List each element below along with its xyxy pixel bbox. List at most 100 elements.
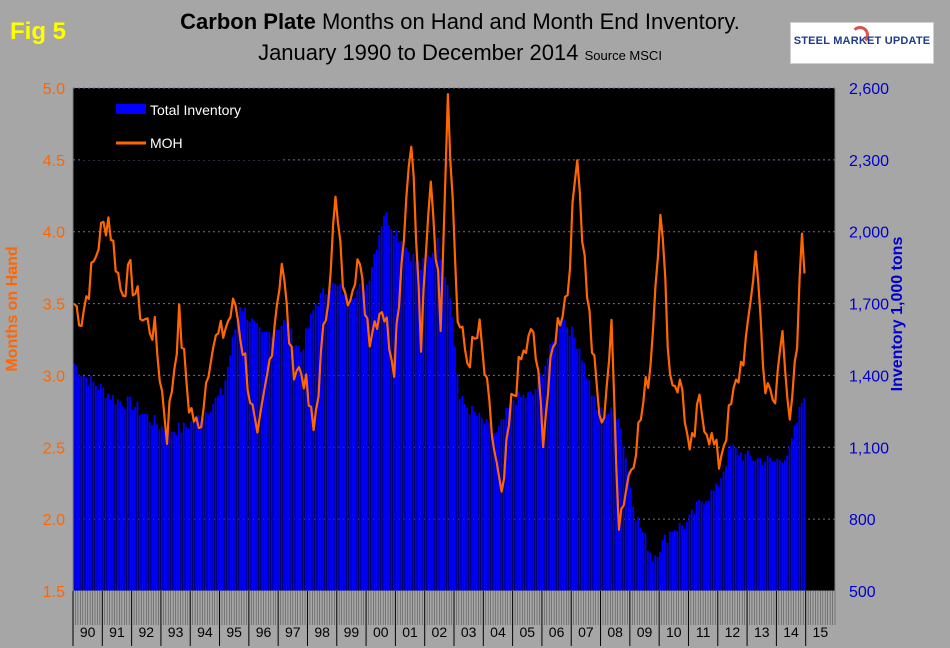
inventory-bar: [720, 478, 723, 591]
inventory-bar: [764, 461, 767, 591]
inventory-bar: [490, 431, 493, 591]
y-tick-left-label: 3.0: [43, 368, 65, 385]
inventory-bar: [80, 375, 83, 591]
inventory-bar: [126, 396, 129, 591]
inventory-bar: [624, 458, 627, 591]
inventory-bar: [475, 416, 478, 591]
inventory-bar: [182, 422, 185, 591]
inventory-bar: [287, 334, 290, 591]
inventory-bar: [73, 363, 75, 591]
inventory-bar: [751, 460, 754, 591]
inventory-bar: [346, 297, 349, 591]
inventory-bar: [629, 488, 632, 591]
inventory-bar: [690, 509, 693, 591]
inventory-bar: [253, 320, 256, 591]
inventory-bar: [686, 522, 688, 591]
inventory-bar: [507, 407, 510, 591]
x-tick-label: 00: [373, 624, 389, 640]
inventory-bar: [378, 235, 381, 591]
inventory-bar: [744, 453, 747, 591]
x-tick-label: 91: [109, 624, 125, 640]
inventory-bar: [673, 530, 676, 591]
inventory-bar: [90, 375, 92, 591]
inventory-bar: [708, 500, 710, 591]
inventory-bar: [336, 285, 339, 591]
inventory-bar: [515, 404, 517, 591]
inventory-bar: [473, 411, 476, 591]
inventory-bar: [668, 531, 671, 591]
inventory-bar: [571, 326, 574, 591]
inventory-bar: [319, 292, 322, 591]
legend-label-moh: MOH: [150, 135, 183, 151]
inventory-bar: [705, 500, 708, 591]
inventory-bars: [73, 212, 806, 592]
inventory-bar: [290, 328, 293, 591]
legend: Total Inventory MOH: [83, 90, 281, 160]
inventory-bar: [392, 235, 395, 592]
inventory-bar: [261, 331, 263, 591]
inventory-bar: [187, 428, 190, 591]
x-tick-label: 02: [432, 624, 448, 640]
inventory-bar: [798, 406, 801, 591]
inventory-bar: [322, 288, 324, 591]
inventory-bar: [576, 348, 578, 591]
inventory-bar: [717, 486, 720, 591]
inventory-bar: [116, 399, 119, 591]
inventory-bar: [710, 490, 713, 591]
inventory-bar: [207, 414, 210, 591]
inventory-bar: [678, 522, 681, 591]
inventory-bar: [559, 327, 561, 591]
x-tick-label: 08: [607, 624, 623, 640]
inventory-bar: [649, 552, 652, 591]
inventory-bar: [659, 552, 661, 591]
x-tick-label: 97: [285, 624, 301, 640]
inventory-bar: [761, 465, 764, 591]
inventory-bar: [803, 398, 806, 591]
inventory-bar: [671, 531, 674, 591]
inventory-bar: [265, 331, 268, 591]
title-bold: Carbon Plate: [180, 9, 316, 34]
inventory-bar: [468, 414, 471, 591]
inventory-bar: [251, 318, 254, 591]
inventory-bar: [129, 396, 132, 591]
inventory-bar: [131, 409, 134, 591]
inventory-bar: [243, 307, 246, 591]
inventory-bar: [727, 448, 730, 591]
inventory-bar: [693, 513, 696, 591]
inventory-bar: [747, 450, 749, 591]
inventory-bar: [180, 432, 183, 591]
inventory-bar: [143, 413, 146, 591]
inventory-bar: [324, 294, 327, 591]
inventory-bar: [231, 336, 234, 591]
inventory-bar: [339, 283, 342, 591]
inventory-bar: [715, 483, 718, 591]
inventory-bar: [771, 460, 774, 591]
inventory-bar: [82, 375, 85, 591]
inventory-bar: [434, 253, 437, 591]
x-tick-label: 04: [490, 624, 506, 640]
inventory-bar: [700, 501, 703, 591]
inventory-bar: [283, 320, 285, 591]
inventory-bar: [195, 415, 197, 591]
x-tick-label: 11: [696, 624, 711, 640]
inventory-bar: [793, 426, 796, 591]
inventory-bar: [239, 306, 241, 591]
inventory-bar: [75, 365, 78, 591]
inventory-bar: [449, 298, 451, 591]
inventory-bar: [632, 506, 635, 591]
inventory-bar: [646, 550, 649, 591]
x-tick-label: 10: [666, 624, 682, 640]
inventory-bar: [519, 396, 522, 591]
inventory-bar: [317, 305, 320, 591]
inventory-bar: [373, 253, 376, 591]
inventory-bar: [77, 374, 80, 591]
inventory-bar: [419, 269, 422, 591]
inventory-bar: [104, 397, 107, 591]
inventory-bar: [456, 374, 459, 591]
inventory-bar: [676, 530, 679, 591]
inventory-bar: [524, 397, 527, 591]
inventory-bar: [554, 342, 556, 591]
inventory-bar: [309, 314, 312, 591]
inventory-bar: [441, 269, 444, 591]
x-tick-label: 92: [138, 624, 154, 640]
